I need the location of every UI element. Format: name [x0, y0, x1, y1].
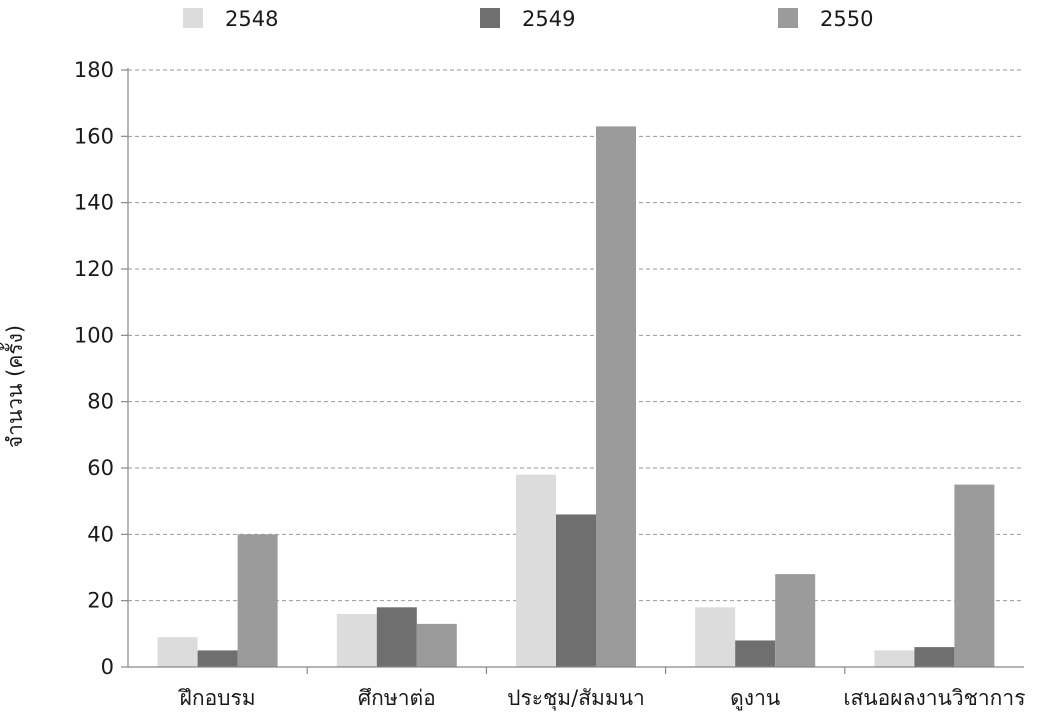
x-category-label: ประชุม/สัมมนา — [507, 686, 645, 711]
y-tick-label: 80 — [87, 390, 114, 414]
bar-2549-4 — [914, 647, 955, 667]
x-category-label: ดูงาน — [730, 686, 780, 711]
x-axis-categories: ฝึกอบรม ศึกษาต่อ ประชุม/สัมมนา ดูงาน เสนอผลง… — [178, 667, 1025, 711]
bar-2550-1 — [416, 623, 457, 667]
legend: 2548 2549 2550 — [183, 7, 873, 31]
bar-2548-3 — [695, 607, 736, 667]
y-axis-title: จำนวน (ครั้ง) — [0, 325, 27, 448]
x-category-label: ฝึกอบรม — [178, 686, 256, 710]
y-tick-label: 60 — [87, 456, 114, 480]
y-tick-label: 120 — [74, 257, 114, 281]
bar-2550-2 — [596, 126, 636, 668]
legend-label-2548: 2548 — [225, 7, 278, 31]
bar-2549-0 — [197, 650, 238, 667]
bar-2550-3 — [775, 574, 816, 667]
legend-swatch-2550 — [778, 8, 798, 28]
bar-2549-2 — [556, 514, 596, 667]
legend-swatch-2548 — [183, 8, 203, 28]
y-tick-label: 140 — [74, 191, 114, 215]
legend-label-2550: 2550 — [820, 7, 873, 31]
bar-2550-0 — [237, 534, 278, 667]
y-tick-label: 20 — [87, 589, 114, 613]
bar-2549-3 — [735, 640, 776, 667]
x-category-label: ศึกษาต่อ — [358, 686, 436, 710]
bar-2549-1 — [376, 607, 417, 667]
legend-swatch-2549 — [480, 8, 500, 28]
y-tick-label: 160 — [74, 124, 114, 148]
y-tick-label: 180 — [74, 58, 114, 82]
bar-2548-0 — [157, 637, 198, 667]
bar-2550-4 — [954, 484, 995, 667]
y-tick-label: 40 — [87, 522, 114, 546]
y-tick-label: 100 — [74, 323, 114, 347]
bar-2548-4 — [874, 650, 915, 667]
bars — [157, 126, 995, 668]
y-axis-ticks: 0 20 40 60 80 100 120 140 160 180 — [74, 58, 128, 679]
bar-2548-1 — [336, 613, 377, 667]
y-tick-label: 0 — [101, 655, 114, 679]
bar-2548-2 — [516, 474, 556, 667]
legend-label-2549: 2549 — [522, 7, 575, 31]
x-category-label: เสนอผลงานวิชาการ — [843, 686, 1025, 710]
